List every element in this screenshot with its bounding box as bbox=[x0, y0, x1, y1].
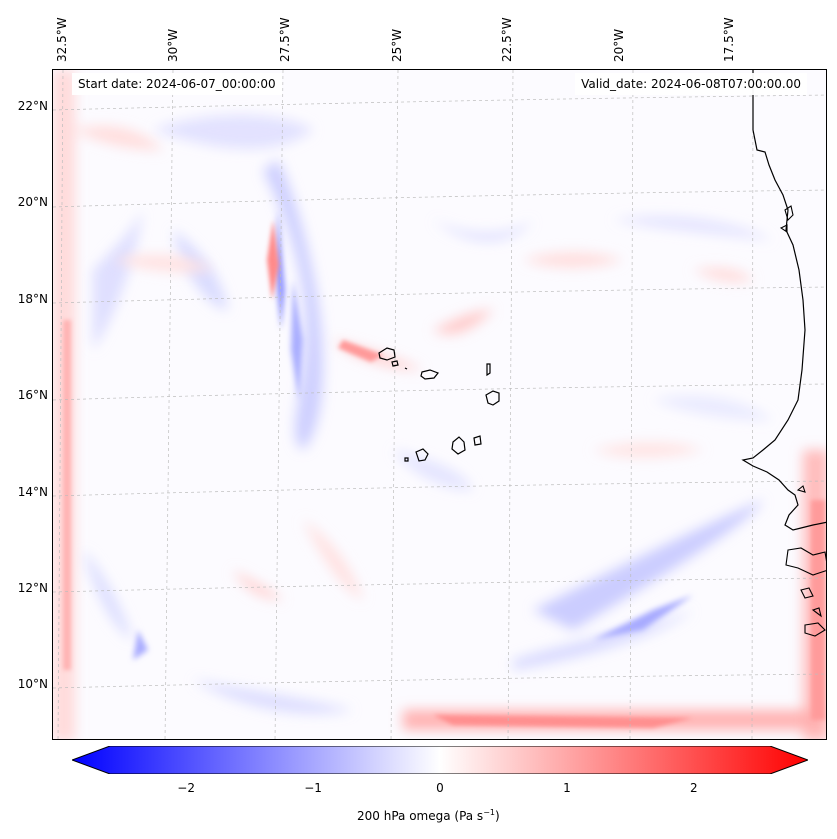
longitude-label: 22.5°W bbox=[500, 17, 514, 62]
latitude-label: 22°N bbox=[17, 99, 48, 113]
colorbar-tick-label: 0 bbox=[436, 781, 444, 795]
longitude-label: 32.5°W bbox=[55, 17, 69, 62]
latitude-label: 10°N bbox=[17, 677, 48, 691]
longitude-label: 17.5°W bbox=[722, 17, 736, 62]
colorbar bbox=[72, 746, 808, 774]
latitude-label: 16°N bbox=[17, 388, 48, 402]
longitude-label: 25°W bbox=[390, 28, 404, 62]
latitude-label: 12°N bbox=[17, 581, 48, 595]
coastal-islands bbox=[779, 205, 826, 637]
colorbar-title: 200 hPa omega (Pa s−1) bbox=[357, 808, 500, 823]
islands-coastline bbox=[378, 347, 500, 462]
map-panel[interactable] bbox=[52, 69, 827, 740]
latitude-label: 18°N bbox=[17, 292, 48, 306]
graticule bbox=[53, 70, 826, 739]
omega-field bbox=[53, 70, 826, 739]
longitude-label: 20°W bbox=[612, 28, 626, 62]
colorbar-tick-label: −2 bbox=[177, 781, 195, 795]
latitude-label: 14°N bbox=[17, 485, 48, 499]
start-date-label: Start date: 2024-06-07_00:00:00 bbox=[72, 73, 282, 95]
latitude-label: 20°N bbox=[17, 195, 48, 209]
colorbar-tick-label: 2 bbox=[690, 781, 698, 795]
longitude-label: 30°W bbox=[166, 28, 180, 62]
colorbar-bar bbox=[72, 746, 808, 774]
african-coastline bbox=[741, 70, 826, 531]
field-blue-streaks bbox=[133, 210, 693, 660]
colorbar-tick-label: −1 bbox=[304, 781, 322, 795]
colorbar-tick-label: 1 bbox=[563, 781, 571, 795]
longitude-label: 27.5°W bbox=[278, 17, 292, 62]
field-red-streaks bbox=[63, 220, 825, 728]
valid-date-label: Valid_date: 2024-06-08T07:00:00.00 bbox=[575, 73, 807, 95]
